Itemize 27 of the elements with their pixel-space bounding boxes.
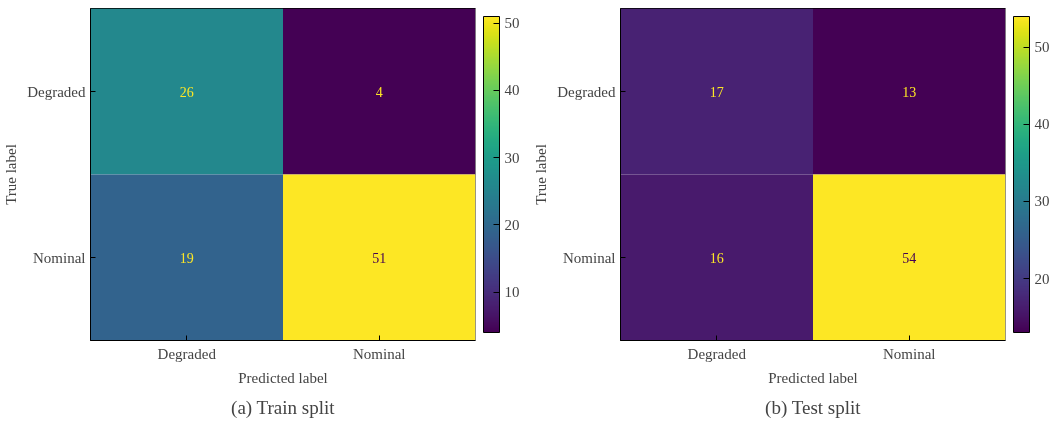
text: (b) Test split — [765, 396, 862, 419]
data-label: 51 — [372, 250, 387, 266]
color-bar-label: 20 — [504, 216, 520, 233]
x-tick-label: Degraded — [157, 345, 217, 362]
data-label: 26 — [179, 84, 194, 100]
data-label: 16 — [709, 250, 724, 266]
color-bar-label: 40 — [1034, 116, 1050, 133]
color-bar-label: 50 — [504, 15, 520, 32]
data-label: 54 — [902, 250, 917, 266]
y-axis-title: True label — [533, 144, 550, 205]
color-bar-label: 30 — [504, 149, 520, 166]
x-tick-label: Nominal — [883, 345, 936, 362]
color-bar-label: 30 — [1034, 193, 1050, 210]
data-label: 17 — [709, 84, 724, 100]
x-axis-title: Predicted label — [768, 369, 858, 386]
color-bar-label: 40 — [504, 82, 520, 99]
data-label: 13 — [902, 84, 917, 100]
color-bar-label: 50 — [1034, 39, 1050, 56]
color-bar-label: 10 — [504, 284, 520, 301]
x-tick-label: Degraded — [687, 345, 747, 362]
x-axis-title: Predicted label — [238, 369, 328, 386]
color-bar-label: 20 — [1034, 270, 1050, 287]
data-label: 4 — [375, 84, 383, 100]
y-axis-title: True label — [3, 144, 20, 205]
text: (a) Train split — [231, 396, 336, 419]
x-tick-label: Nominal — [353, 345, 406, 362]
data-label: 19 — [179, 250, 194, 266]
